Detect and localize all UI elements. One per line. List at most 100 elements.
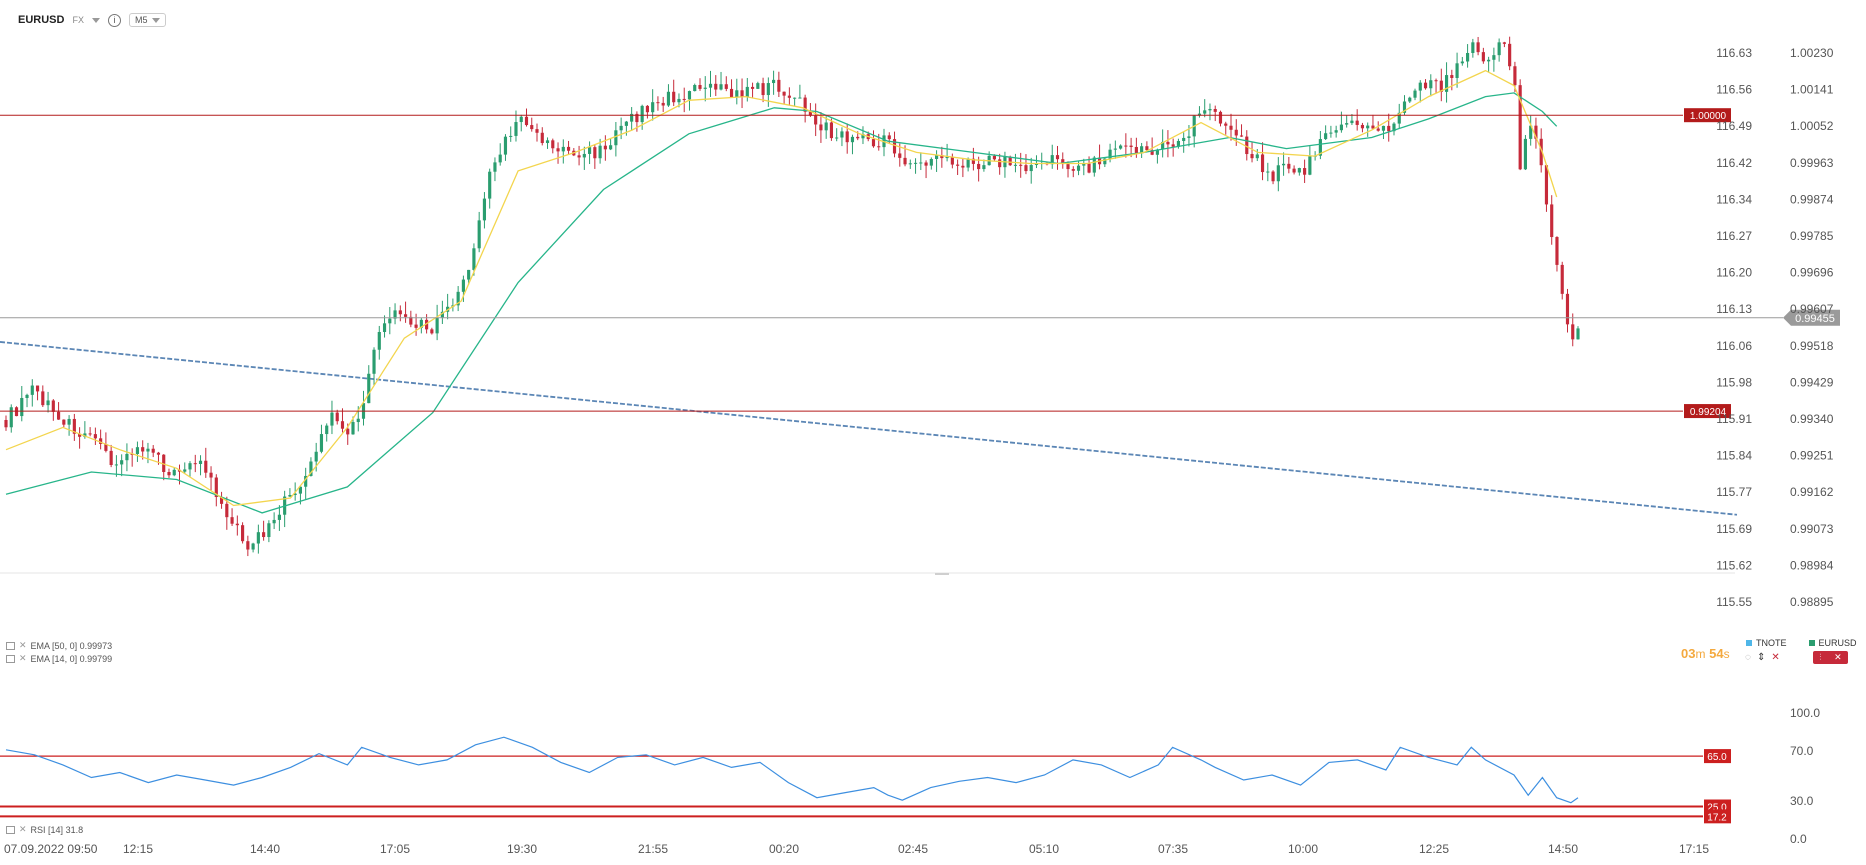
symbol-name[interactable]: EURUSD: [18, 14, 65, 26]
candle[interactable]: [524, 116, 529, 126]
candle[interactable]: [109, 450, 113, 466]
candle[interactable]: [1408, 97, 1412, 102]
candle[interactable]: [1119, 145, 1123, 149]
candle[interactable]: [1334, 130, 1338, 133]
candle[interactable]: [467, 269, 471, 280]
settings-icon[interactable]: [6, 825, 15, 834]
candle[interactable]: [1297, 168, 1301, 173]
candle[interactable]: [1245, 136, 1249, 155]
candle[interactable]: [609, 145, 613, 150]
candle[interactable]: [219, 496, 224, 504]
candle[interactable]: [861, 134, 865, 139]
candle[interactable]: [1350, 120, 1354, 124]
candle[interactable]: [924, 162, 928, 166]
candle[interactable]: [1476, 42, 1480, 53]
candle[interactable]: [708, 83, 713, 88]
candle[interactable]: [551, 140, 555, 149]
candle[interactable]: [78, 433, 82, 437]
candle[interactable]: [1050, 155, 1054, 165]
candle[interactable]: [41, 391, 45, 406]
candle[interactable]: [1066, 164, 1070, 170]
candle[interactable]: [1355, 120, 1359, 125]
candle[interactable]: [1529, 125, 1533, 139]
candle[interactable]: [588, 147, 592, 154]
candle[interactable]: [262, 532, 266, 538]
reorder-icon[interactable]: ⇕: [1756, 652, 1766, 663]
candle[interactable]: [693, 85, 697, 92]
candle[interactable]: [1513, 66, 1517, 86]
candle[interactable]: [346, 428, 350, 435]
candle[interactable]: [1182, 137, 1186, 141]
candle[interactable]: [1171, 144, 1175, 147]
candles-icon[interactable]: ⫶: [1819, 652, 1822, 662]
candle[interactable]: [1108, 149, 1112, 159]
candle[interactable]: [1140, 146, 1144, 154]
candle[interactable]: [72, 418, 76, 434]
candle[interactable]: [388, 318, 392, 324]
candle[interactable]: [393, 310, 397, 319]
candle[interactable]: [1429, 80, 1433, 89]
candle[interactable]: [288, 494, 292, 497]
candle[interactable]: [156, 452, 161, 455]
candle[interactable]: [750, 86, 755, 89]
ema14-line[interactable]: [5, 69, 1558, 507]
candle[interactable]: [83, 433, 87, 437]
candle[interactable]: [808, 111, 812, 116]
candle[interactable]: [582, 153, 586, 158]
close-icon[interactable]: ✕: [19, 640, 27, 650]
indicator-ema50-row[interactable]: ✕ EMA [50, 0] 0.99973: [6, 640, 112, 651]
candle[interactable]: [1155, 149, 1159, 155]
candle[interactable]: [314, 451, 318, 462]
candle[interactable]: [183, 469, 187, 472]
candle[interactable]: [545, 140, 550, 144]
candle[interactable]: [1360, 124, 1365, 129]
candle[interactable]: [440, 311, 444, 318]
settings-icon[interactable]: [6, 641, 15, 650]
candle[interactable]: [782, 91, 786, 96]
candle[interactable]: [1555, 237, 1559, 265]
candle[interactable]: [630, 113, 634, 122]
candle[interactable]: [93, 434, 97, 439]
candle[interactable]: [1434, 80, 1438, 82]
candle[interactable]: [1034, 163, 1039, 166]
chevron-down-icon[interactable]: [91, 17, 100, 23]
candle[interactable]: [1113, 148, 1117, 150]
candle[interactable]: [1550, 204, 1554, 238]
candle[interactable]: [719, 84, 723, 90]
candle[interactable]: [25, 394, 29, 398]
candle[interactable]: [14, 407, 19, 417]
candle[interactable]: [856, 136, 860, 139]
candle[interactable]: [614, 130, 618, 146]
candle[interactable]: [88, 433, 92, 435]
rsi-level-tag[interactable]: [1704, 809, 1731, 824]
candle[interactable]: [1450, 75, 1454, 78]
candle[interactable]: [756, 83, 760, 89]
candle[interactable]: [335, 412, 339, 422]
candle[interactable]: [403, 314, 408, 317]
candle[interactable]: [267, 523, 271, 538]
trendline[interactable]: [0, 341, 1738, 516]
candle[interactable]: [1387, 125, 1391, 132]
candle[interactable]: [1234, 129, 1238, 136]
pane-resize-handle[interactable]: [935, 573, 949, 575]
candle[interactable]: [898, 153, 902, 158]
candle[interactable]: [1087, 163, 1091, 173]
candle[interactable]: [130, 453, 134, 455]
candle[interactable]: [141, 447, 145, 452]
candle[interactable]: [235, 523, 239, 526]
candle[interactable]: [1076, 165, 1081, 171]
candle[interactable]: [1308, 156, 1312, 175]
candle[interactable]: [672, 91, 676, 103]
close-icon[interactable]: ✕: [19, 824, 27, 834]
candle[interactable]: [1471, 42, 1475, 53]
candle[interactable]: [1402, 101, 1407, 113]
candle[interactable]: [4, 419, 8, 428]
candle[interactable]: [293, 493, 297, 495]
candle[interactable]: [419, 319, 423, 328]
candle[interactable]: [493, 162, 497, 172]
candle[interactable]: [1481, 52, 1485, 62]
candle[interactable]: [1213, 108, 1217, 112]
candle[interactable]: [272, 519, 276, 524]
candle[interactable]: [1345, 123, 1349, 125]
